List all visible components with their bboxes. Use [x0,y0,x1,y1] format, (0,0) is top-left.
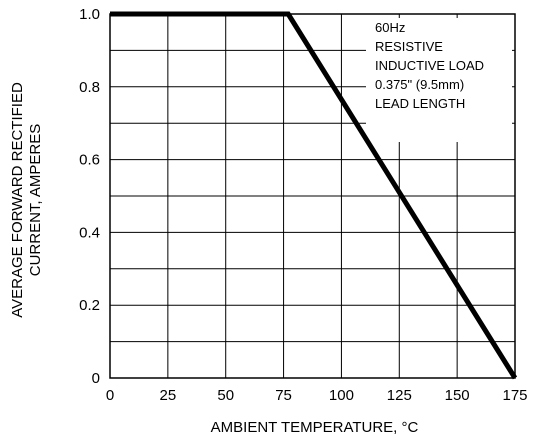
derating-curve [110,11,518,380]
annotation-line: 60Hz [375,20,405,35]
x-tick-label: 25 [160,387,177,404]
y-axis-title-line: CURRENT, AMPERES [27,124,44,277]
x-tick-label: 150 [445,387,470,404]
annotation-line: INDUCTIVE LOAD [375,58,484,73]
x-tick-label: 50 [217,387,234,404]
annotation: 60Hz RESISTIVE INDUCTIVE LOAD 0.375" (9.5mm… [375,20,484,111]
annotation-line: LEAD LENGTH [375,96,465,111]
series [110,11,518,380]
plot-frame [109,13,516,379]
x-tick-label: 75 [275,387,292,404]
x-axis-ticks: 0 25 50 75 100 125 150 175 [106,387,528,404]
y-tick-label: 0.6 [79,152,100,169]
x-tick-label: 0 [106,387,114,404]
annotation-line: 0.375" (9.5mm) [375,77,464,92]
x-axis-title: AMBIENT TEMPERATURE, °C [211,419,419,436]
x-tick-label: 175 [502,387,527,404]
annotation-box [366,18,512,142]
x-tick-label: 125 [387,387,412,404]
annotation-line: RESISTIVE [375,39,443,54]
x-tick-label: 100 [329,387,354,404]
y-axis-title-line: AVERAGE FORWARD RECTIFIED [9,82,26,318]
y-tick-label: 0.2 [79,297,100,314]
y-tick-label: 0.8 [79,79,100,96]
y-axis-title: AVERAGE FORWARD RECTIFIED CURRENT, AMPERE… [9,82,44,318]
y-tick-label: 0.4 [79,224,100,241]
y-axis-ticks: 0 0.2 0.4 0.6 0.8 1.0 [79,6,100,387]
y-tick-label: 0 [92,370,100,387]
y-tick-label: 1.0 [79,6,100,23]
